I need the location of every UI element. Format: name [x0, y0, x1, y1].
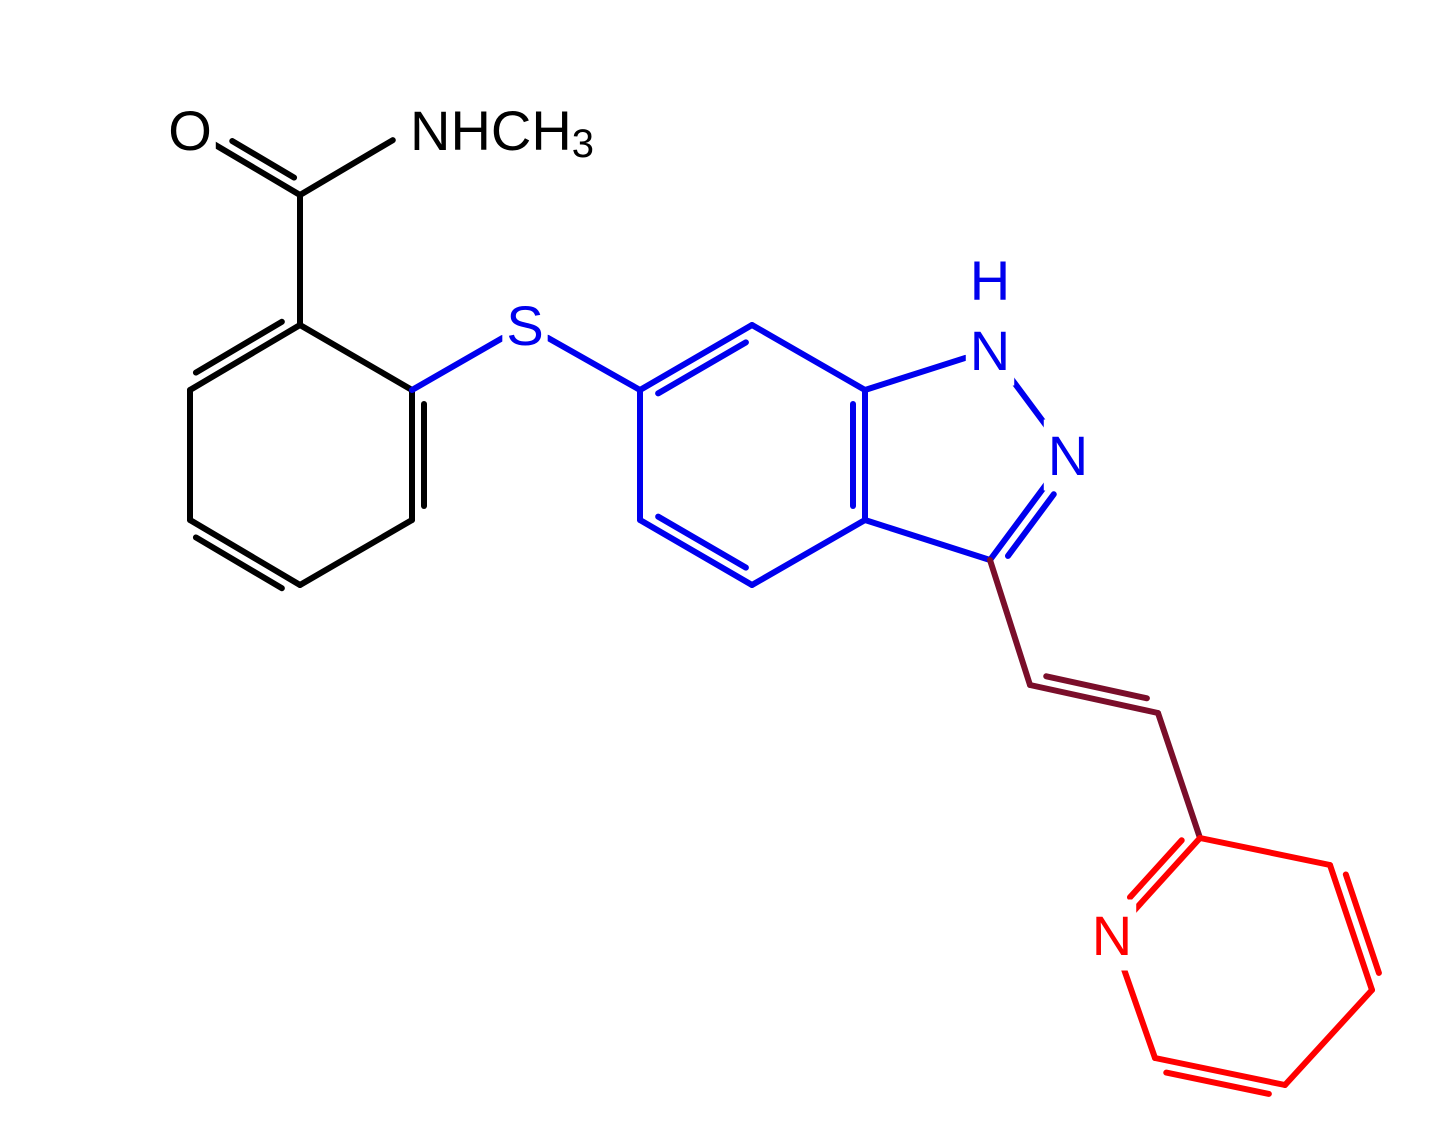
atom-label-s: S — [506, 294, 543, 357]
atom-label-n1: N — [970, 319, 1010, 382]
atom-label-pn: N — [1092, 904, 1132, 967]
atom-label-nhch3: NHCH3 — [410, 99, 594, 167]
atom-label-o: O — [168, 99, 212, 162]
bonds-layer — [190, 140, 1379, 1094]
atom-labels-layer: ONHCH3SNHNN — [164, 95, 1136, 971]
atom-label-n2: N — [1048, 424, 1088, 487]
molecule-diagram: ONHCH3SNHNN — [0, 0, 1440, 1140]
atom-label-h1: H — [970, 249, 1010, 312]
